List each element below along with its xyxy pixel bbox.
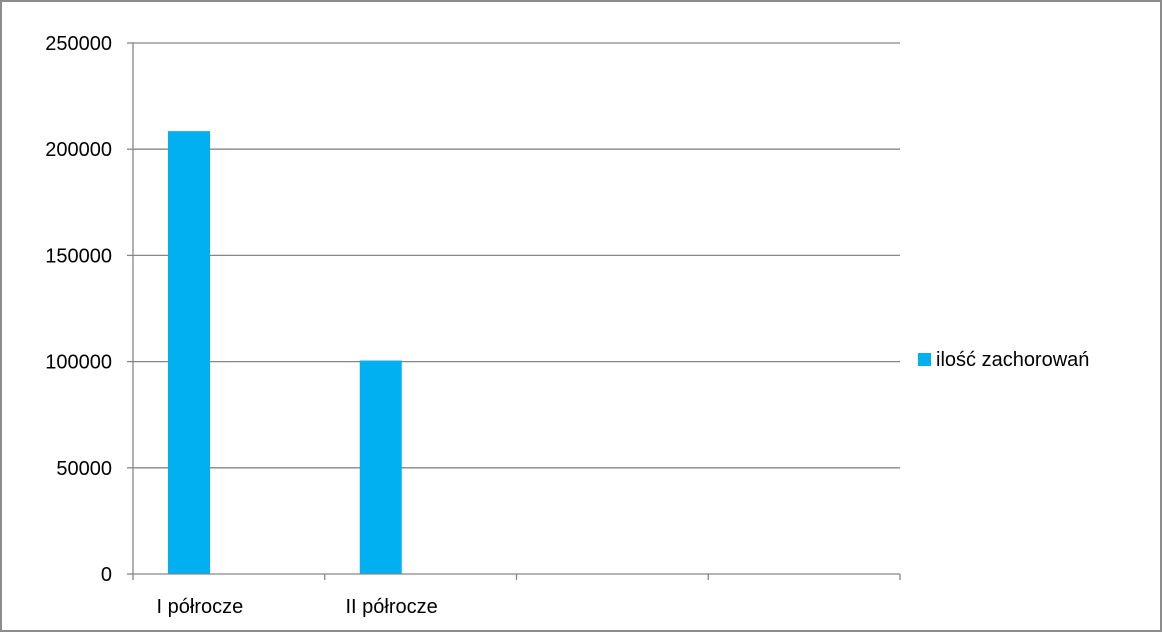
legend-label: ilość zachorowań [936,349,1089,371]
x-tick-labels: I półrocze II półrocze [157,596,438,618]
y-tick-label: 50000 [56,458,112,480]
x-tick-label: I półrocze [157,596,244,618]
legend: ilość zachorowań [918,349,1089,371]
y-tick-label: 0 [101,564,112,586]
bars [168,131,402,574]
y-tick-label: 100000 [45,352,112,374]
y-tick-label: 150000 [45,245,112,267]
y-tick-label: 250000 [45,33,112,55]
axes [127,42,901,580]
bar [168,131,210,574]
legend-swatch [918,353,931,366]
y-tick-labels: 0 50000 100000 150000 200000 250000 [45,33,112,586]
x-tick-label: II półrocze [345,596,437,618]
bar [359,360,402,574]
y-tick-label: 200000 [45,139,112,161]
gridlines [133,42,900,469]
